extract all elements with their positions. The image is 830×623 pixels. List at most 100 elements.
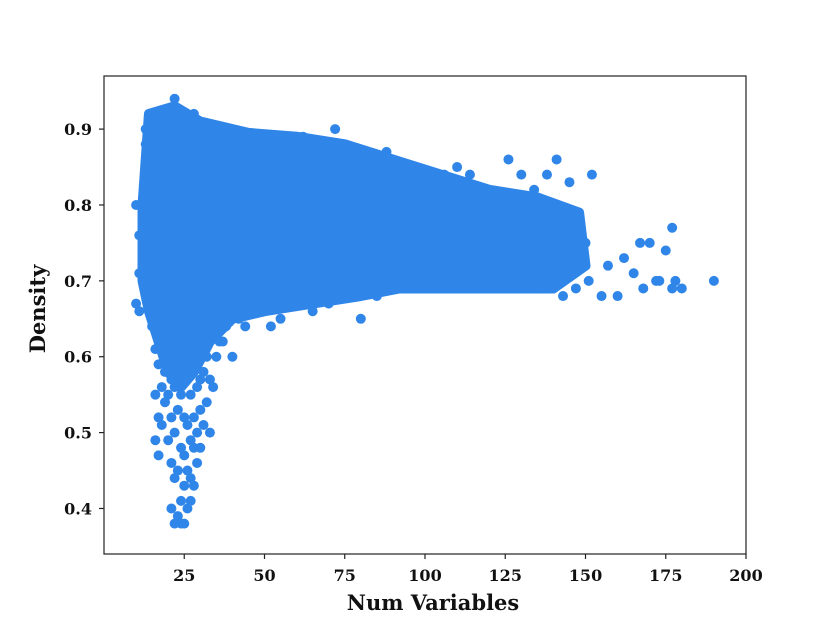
- data-point: [667, 222, 678, 233]
- data-point: [551, 154, 562, 165]
- data-point: [195, 442, 206, 453]
- data-point: [346, 154, 357, 165]
- data-point: [670, 275, 681, 286]
- data-point: [188, 359, 199, 370]
- y-tick-label: 0.6: [64, 348, 92, 367]
- data-point: [166, 503, 177, 514]
- data-point: [638, 283, 649, 294]
- x-tick-label: 50: [253, 566, 275, 585]
- data-point: [464, 169, 475, 180]
- data-point: [477, 184, 488, 195]
- data-point: [291, 298, 302, 309]
- data-point: [243, 131, 254, 142]
- data-point: [394, 162, 405, 173]
- data-point: [156, 146, 167, 157]
- data-point: [644, 237, 655, 248]
- data-point: [471, 283, 482, 294]
- data-point: [612, 291, 623, 302]
- x-tick-label: 25: [173, 566, 195, 585]
- data-point: [596, 291, 607, 302]
- data-point: [570, 283, 581, 294]
- data-point: [143, 245, 154, 256]
- data-point: [307, 306, 318, 317]
- data-point: [153, 237, 164, 248]
- data-point: [227, 351, 238, 362]
- y-axis-ticks: 0.4 0.5 0.6 0.7 0.8 0.9: [64, 120, 104, 518]
- data-point: [172, 511, 183, 522]
- data-point: [185, 473, 196, 484]
- data-point: [259, 139, 270, 150]
- data-point: [583, 275, 594, 286]
- data-point: [172, 359, 183, 370]
- data-point: [185, 435, 196, 446]
- data-point: [564, 177, 575, 188]
- x-tick-label: 150: [569, 566, 602, 585]
- data-point: [355, 313, 366, 324]
- data-point: [265, 321, 276, 332]
- data-point: [490, 199, 501, 210]
- data-point: [147, 215, 158, 226]
- data-point: [169, 473, 180, 484]
- data-point: [220, 321, 231, 332]
- data-point: [211, 351, 222, 362]
- y-axis-title: Density: [25, 264, 50, 353]
- data-point: [140, 124, 151, 135]
- data-point: [323, 298, 334, 309]
- data-point: [403, 268, 414, 279]
- data-point: [275, 313, 286, 324]
- data-point: [458, 275, 469, 286]
- data-point: [667, 283, 678, 294]
- data-point: [192, 328, 203, 339]
- data-point: [159, 328, 170, 339]
- data-point: [208, 382, 219, 393]
- point-cloud: [137, 101, 591, 393]
- data-point: [317, 139, 328, 150]
- data-point: [635, 237, 646, 248]
- data-point: [131, 298, 142, 309]
- data-point: [628, 268, 639, 279]
- data-point: [163, 154, 174, 165]
- data-point: [410, 169, 421, 180]
- data-point: [201, 351, 212, 362]
- x-tick-label: 75: [334, 566, 356, 585]
- data-point: [172, 465, 183, 476]
- data-point: [150, 435, 161, 446]
- data-point: [497, 268, 508, 279]
- x-tick-label: 125: [489, 566, 522, 585]
- data-point: [330, 124, 341, 135]
- data-point: [185, 344, 196, 355]
- data-point: [432, 275, 443, 286]
- data-point: [619, 253, 630, 264]
- data-point: [192, 382, 203, 393]
- data-point: [192, 457, 203, 468]
- data-point: [336, 275, 347, 286]
- data-point: [198, 366, 209, 377]
- data-point: [182, 366, 193, 377]
- data-point: [163, 435, 174, 446]
- data-point: [654, 275, 665, 286]
- data-point: [426, 177, 437, 188]
- data-point: [387, 283, 398, 294]
- data-point: [198, 420, 209, 431]
- data-point: [188, 480, 199, 491]
- data-point: [182, 420, 193, 431]
- data-point: [204, 427, 215, 438]
- data-point: [169, 245, 180, 256]
- data-point: [381, 146, 392, 157]
- data-point: [163, 389, 174, 400]
- data-point: [195, 374, 206, 385]
- data-point: [169, 427, 180, 438]
- data-point: [169, 93, 180, 104]
- data-point: [176, 495, 187, 506]
- data-point: [166, 108, 177, 119]
- data-point: [153, 359, 164, 370]
- data-point: [185, 184, 196, 195]
- data-point: [153, 450, 164, 461]
- data-point: [580, 237, 591, 248]
- x-tick-label: 200: [729, 566, 762, 585]
- data-point: [211, 139, 222, 150]
- data-points: [131, 93, 719, 529]
- x-axis-ticks: 25 50 75 100 125 150 175 200: [173, 554, 763, 585]
- data-point: [140, 139, 151, 150]
- data-point: [143, 162, 154, 173]
